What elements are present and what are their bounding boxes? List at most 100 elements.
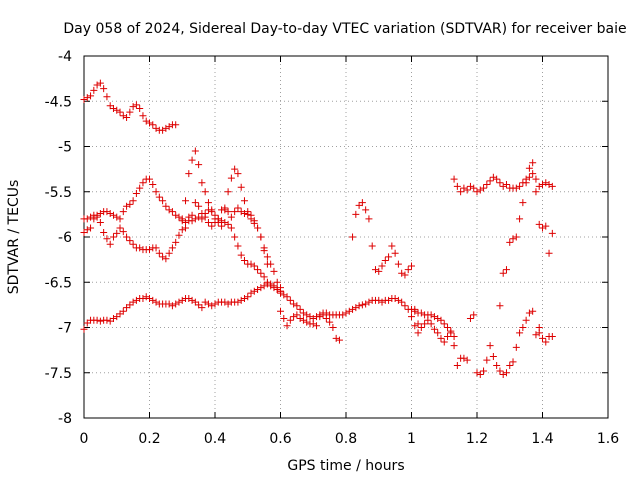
y-tick-label: -6 — [58, 230, 72, 246]
data-point — [244, 210, 252, 218]
data-point — [123, 233, 131, 241]
data-point — [512, 184, 520, 192]
data-point — [234, 170, 242, 178]
data-point — [83, 226, 91, 234]
data-point — [417, 309, 425, 317]
data-point — [165, 300, 173, 308]
data-point — [165, 249, 173, 257]
data-point — [116, 108, 124, 116]
data-point — [489, 173, 497, 181]
data-point — [191, 215, 199, 223]
data-point — [116, 215, 124, 223]
data-point — [221, 219, 229, 227]
data-point — [123, 114, 131, 122]
data-point — [201, 213, 209, 221]
data-point — [365, 215, 373, 223]
chart-title: Day 058 of 2024, Sidereal Day-to-day VTE… — [63, 21, 626, 37]
data-point — [109, 314, 117, 322]
data-point — [499, 371, 507, 379]
data-point — [162, 124, 170, 132]
data-point — [146, 175, 153, 183]
series-track-a — [80, 79, 180, 134]
data-point — [87, 92, 95, 100]
data-point — [234, 298, 242, 306]
data-point — [123, 202, 131, 210]
data-point — [349, 305, 357, 313]
data-point — [87, 213, 95, 221]
data-point — [463, 186, 471, 194]
data-point — [254, 224, 262, 232]
data-point — [172, 300, 180, 308]
data-point — [204, 199, 212, 207]
data-point — [408, 313, 415, 321]
data-point — [444, 324, 452, 331]
data-point — [414, 329, 422, 337]
data-point — [506, 238, 514, 246]
data-point — [195, 213, 203, 221]
data-point — [437, 334, 445, 342]
data-point — [339, 311, 347, 319]
data-point — [277, 289, 284, 297]
data-point — [280, 291, 288, 299]
x-tick-labels: 0 0.2 0.4 0.6 0.8 1 1.2 1.4 1.6 — [80, 431, 620, 447]
data-point — [355, 302, 363, 310]
data-point — [113, 229, 121, 237]
data-point — [270, 284, 278, 292]
data-point — [398, 298, 406, 306]
data-point — [512, 233, 520, 241]
data-point — [378, 262, 386, 270]
grid — [84, 56, 608, 418]
data-point — [149, 181, 157, 189]
data-point — [270, 267, 278, 275]
data-point — [483, 356, 491, 364]
data-point — [185, 170, 193, 178]
data-point — [286, 296, 294, 304]
data-point — [493, 175, 501, 183]
data-point — [198, 179, 206, 187]
data-point — [450, 175, 458, 183]
data-point — [237, 183, 245, 191]
data-point — [119, 307, 127, 315]
data-point — [519, 199, 527, 207]
data-point — [126, 108, 134, 116]
data-point — [299, 309, 307, 317]
data-point — [90, 86, 98, 94]
data-point — [283, 322, 291, 330]
data-point — [188, 156, 196, 164]
data-point — [191, 199, 199, 207]
data-point — [90, 215, 98, 223]
data-point — [466, 314, 474, 322]
data-point — [388, 242, 396, 250]
data-point — [430, 325, 438, 333]
data-point — [277, 307, 284, 315]
data-point — [263, 253, 271, 261]
series-track-l — [535, 329, 556, 346]
data-point — [450, 342, 458, 350]
data-point — [113, 106, 121, 114]
series-track-h — [349, 199, 422, 328]
data-point — [427, 320, 435, 328]
data-point — [139, 112, 147, 120]
data-point — [159, 126, 167, 134]
y-tick-label: -5.5 — [45, 185, 72, 201]
data-point — [162, 255, 170, 263]
y-tick-label: -6.5 — [45, 275, 72, 291]
data-point — [299, 316, 307, 324]
data-point — [296, 314, 304, 322]
data-point — [250, 262, 258, 270]
y-tick-label: -7.5 — [45, 366, 72, 382]
data-point — [224, 208, 232, 216]
data-point — [525, 309, 533, 317]
data-point — [352, 210, 360, 218]
data-point — [280, 314, 288, 322]
data-point — [519, 324, 527, 331]
data-point — [142, 293, 150, 301]
data-point — [103, 235, 111, 243]
data-point — [132, 190, 140, 198]
data-point — [119, 112, 127, 120]
x-tick-label: 1.6 — [597, 431, 619, 447]
data-point — [486, 342, 494, 350]
series-track-g — [277, 307, 343, 344]
data-point — [358, 199, 366, 207]
